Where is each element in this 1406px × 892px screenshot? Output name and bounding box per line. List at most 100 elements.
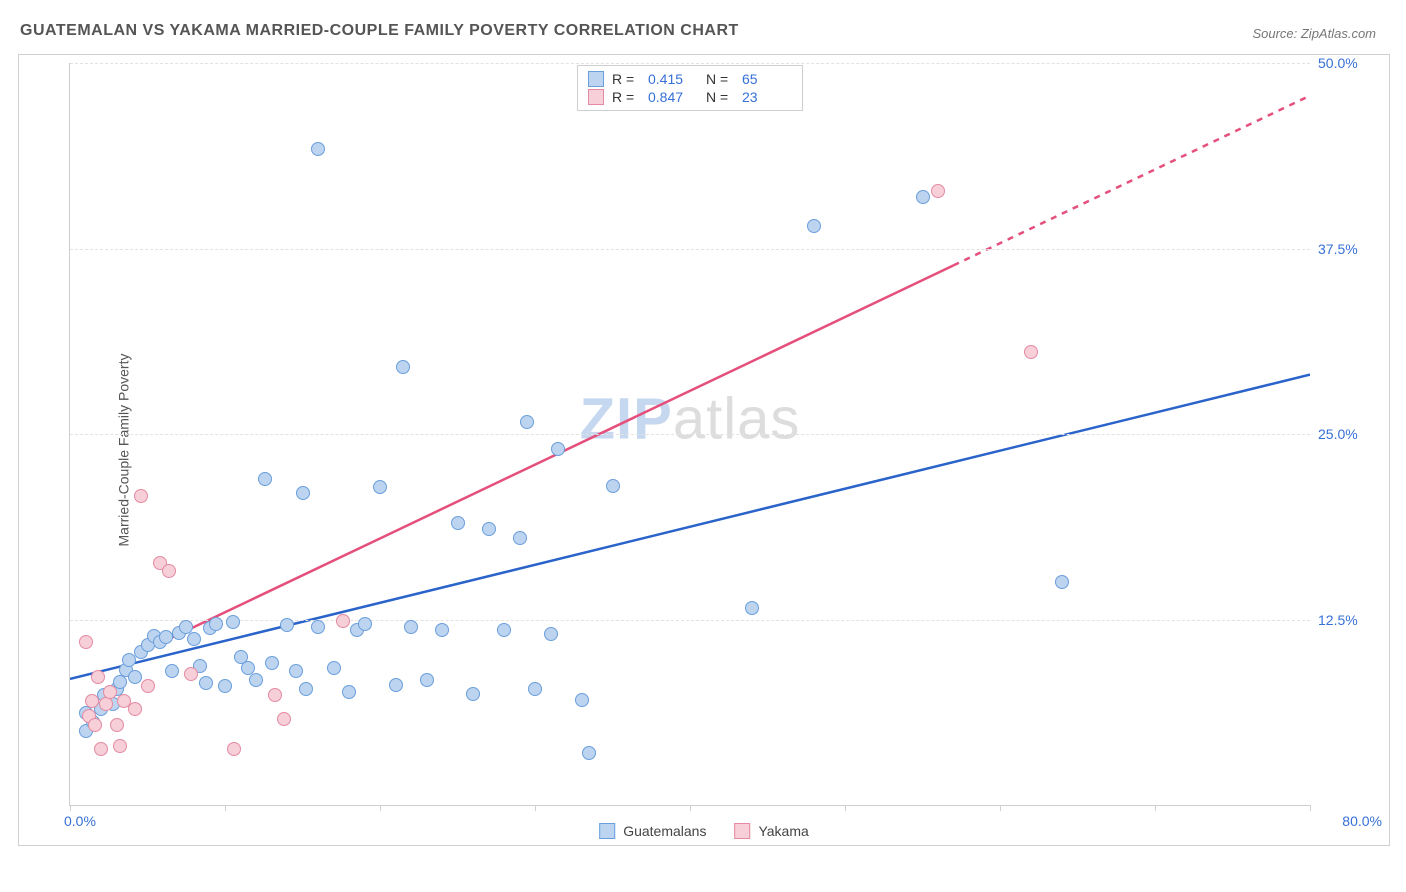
data-point xyxy=(311,142,325,156)
chart-title: GUATEMALAN VS YAKAMA MARRIED-COUPLE FAMI… xyxy=(20,22,739,40)
data-point xyxy=(91,670,105,684)
data-point xyxy=(420,673,434,687)
data-point xyxy=(404,620,418,634)
data-point xyxy=(916,190,930,204)
data-point xyxy=(162,564,176,578)
data-point xyxy=(451,516,465,530)
data-point xyxy=(435,623,449,637)
data-point xyxy=(299,682,313,696)
data-point xyxy=(296,486,310,500)
x-tick-mark xyxy=(1000,805,1001,811)
data-point xyxy=(141,679,155,693)
legend-r-label: R = xyxy=(612,71,640,87)
data-point xyxy=(184,667,198,681)
legend-swatch xyxy=(734,823,750,839)
legend-swatch xyxy=(599,823,615,839)
data-point xyxy=(199,676,213,690)
x-tick-mark xyxy=(1155,805,1156,811)
correlation-legend: R = 0.415 N = 65R = 0.847 N = 23 xyxy=(577,65,803,111)
gridline xyxy=(70,620,1310,621)
data-point xyxy=(103,685,117,699)
data-point xyxy=(466,687,480,701)
data-point xyxy=(94,742,108,756)
data-point xyxy=(113,739,127,753)
x-tick-mark xyxy=(845,805,846,811)
y-tick-label: 25.0% xyxy=(1318,426,1382,442)
data-point xyxy=(187,632,201,646)
data-point xyxy=(289,664,303,678)
data-point xyxy=(227,742,241,756)
data-point xyxy=(513,531,527,545)
data-point xyxy=(280,618,294,632)
x-tick-mark xyxy=(1310,805,1311,811)
watermark-bold: ZIP xyxy=(580,387,673,452)
data-point xyxy=(218,679,232,693)
data-point xyxy=(389,678,403,692)
plot-frame: Married-Couple Family Poverty ZIPatlas R… xyxy=(18,54,1390,846)
data-point xyxy=(258,472,272,486)
legend-n-value: 65 xyxy=(742,71,792,87)
legend-n-value: 23 xyxy=(742,89,792,105)
source-credit: Source: ZipAtlas.com xyxy=(1252,26,1376,41)
data-point xyxy=(110,718,124,732)
data-point xyxy=(575,693,589,707)
y-tick-label: 50.0% xyxy=(1318,55,1382,71)
legend-label: Guatemalans xyxy=(623,823,706,839)
watermark-rest: atlas xyxy=(673,387,801,452)
legend-swatch xyxy=(588,89,604,105)
data-point xyxy=(342,685,356,699)
data-point xyxy=(311,620,325,634)
x-axis-max-label: 80.0% xyxy=(1342,813,1382,829)
data-point xyxy=(327,661,341,675)
trendline-extrapolated xyxy=(954,96,1311,266)
data-point xyxy=(1024,345,1038,359)
data-point xyxy=(277,712,291,726)
plot-area: ZIPatlas R =0.415N =65R =0.847N =23 0.0%… xyxy=(69,63,1310,806)
data-point xyxy=(209,617,223,631)
trendline xyxy=(70,375,1310,679)
legend-r-value: 0.847 xyxy=(648,89,698,105)
data-point xyxy=(358,617,372,631)
legend-row: R = 0.415 N = 65 xyxy=(588,70,792,88)
data-point xyxy=(165,664,179,678)
gridline xyxy=(70,249,1310,250)
data-point xyxy=(249,673,263,687)
legend-n-label: N = xyxy=(706,71,734,87)
x-tick-mark xyxy=(535,805,536,811)
data-point xyxy=(79,635,93,649)
watermark: ZIPatlas xyxy=(580,386,801,453)
gridline xyxy=(70,434,1310,435)
data-point xyxy=(134,489,148,503)
legend-label: Yakama xyxy=(758,823,808,839)
data-point xyxy=(226,615,240,629)
data-point xyxy=(807,219,821,233)
data-point xyxy=(268,688,282,702)
data-point xyxy=(482,522,496,536)
data-point xyxy=(396,360,410,374)
data-point xyxy=(528,682,542,696)
data-point xyxy=(544,627,558,641)
data-point xyxy=(88,718,102,732)
data-point xyxy=(551,442,565,456)
x-tick-mark xyxy=(225,805,226,811)
data-point xyxy=(128,670,142,684)
x-tick-mark xyxy=(70,805,71,811)
y-tick-label: 12.5% xyxy=(1318,612,1382,628)
data-point xyxy=(336,614,350,628)
legend-item: Guatemalans xyxy=(599,823,706,839)
x-axis-min-label: 0.0% xyxy=(64,813,96,829)
legend-item: Yakama xyxy=(734,823,808,839)
legend-swatch xyxy=(588,71,604,87)
data-point xyxy=(497,623,511,637)
data-point xyxy=(1055,575,1069,589)
legend-row: R =0.847N =23 xyxy=(588,88,792,106)
data-point xyxy=(265,656,279,670)
data-point xyxy=(373,480,387,494)
x-tick-mark xyxy=(380,805,381,811)
data-point xyxy=(520,415,534,429)
legend-r-label: R = xyxy=(612,89,640,105)
data-point xyxy=(931,184,945,198)
data-point xyxy=(582,746,596,760)
gridline xyxy=(70,63,1310,64)
legend-r-value: 0.415 xyxy=(648,71,698,87)
